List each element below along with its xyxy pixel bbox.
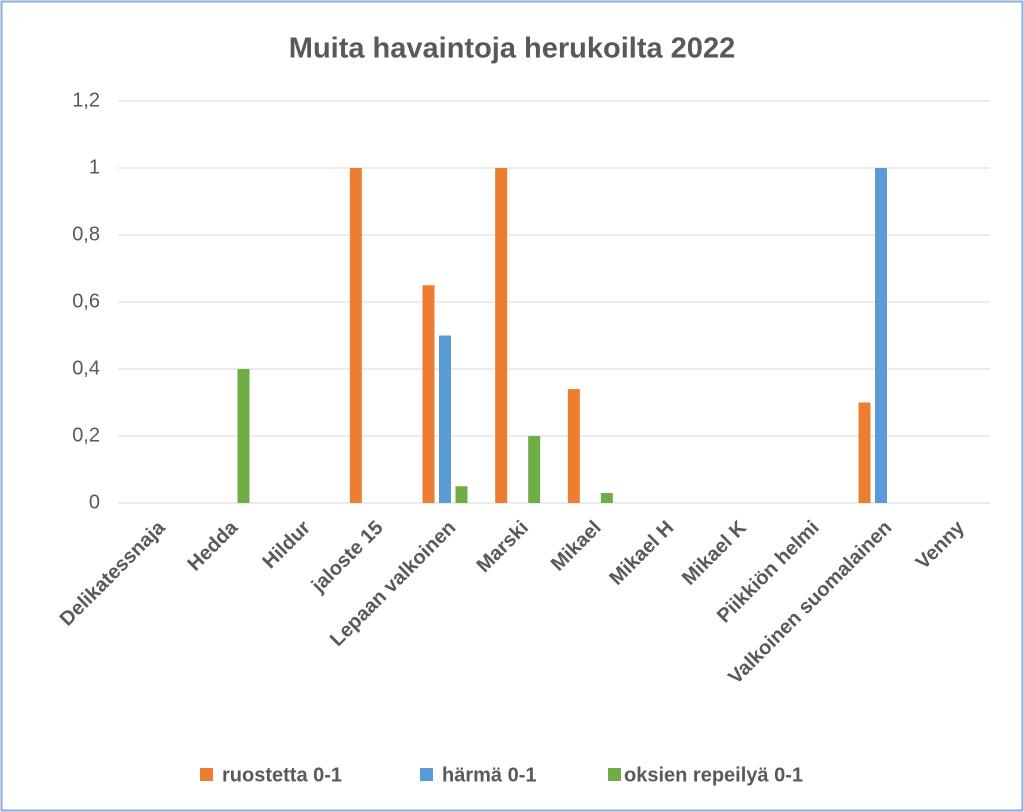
y-tick-label: 0,6 (72, 290, 100, 312)
bar (455, 486, 468, 503)
y-tick-label: 0,2 (72, 424, 100, 446)
y-tick-label: 0,8 (72, 223, 100, 245)
bar (237, 369, 250, 503)
y-tick-label: 0,4 (72, 357, 100, 379)
legend-label: ruostetta 0-1 (222, 764, 342, 786)
bar (858, 402, 871, 503)
bar (349, 168, 362, 503)
legend-swatch (420, 768, 433, 781)
bar (528, 436, 541, 503)
legend-label: oksien repeilyä 0-1 (624, 764, 803, 786)
legend-label: härmä 0-1 (442, 764, 537, 786)
y-tick-label: 1 (89, 156, 100, 178)
legend-swatch (608, 768, 621, 781)
bar (422, 285, 435, 503)
bar (567, 389, 580, 503)
chart-title: Muita havaintoja herukoilta 2022 (289, 33, 735, 65)
bar (600, 492, 613, 503)
y-tick-label: 1,2 (72, 89, 100, 111)
bar (875, 168, 887, 503)
bar (495, 168, 508, 503)
legend-swatch (200, 768, 213, 781)
bar (439, 335, 451, 503)
y-tick-label: 0 (89, 491, 100, 513)
